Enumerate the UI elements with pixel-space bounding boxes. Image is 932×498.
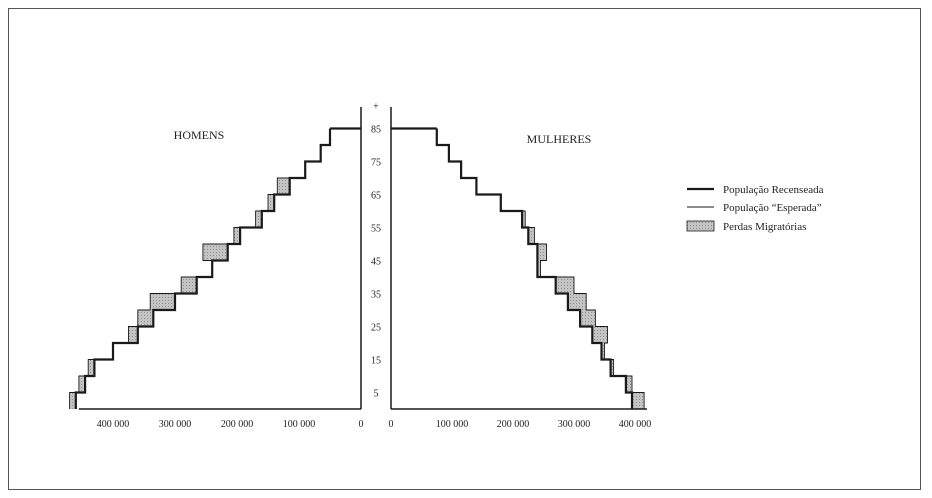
- age-tick-labels: 5 15 25 35 45 55 65 75 85 +: [371, 101, 381, 399]
- x-tick-labels: 400 000 300 000 200 000 100 000 0 0 100 000 200…: [97, 419, 652, 430]
- age-tick-75: 75: [371, 158, 381, 169]
- x-tick-left-4: 0: [359, 419, 364, 430]
- x-tick-right-2: 200 000: [497, 419, 530, 430]
- women-loss-0: [632, 392, 645, 409]
- men-loss-0: [69, 392, 76, 409]
- women-loss-55: [522, 211, 526, 228]
- legend-label-recenseada: População Recenseada: [723, 184, 824, 196]
- legend: População Recenseada População “Esperada…: [686, 184, 824, 233]
- men-title: HOMENS: [174, 128, 225, 142]
- age-tick-5: 5: [374, 389, 379, 400]
- men-loss-10: [88, 359, 95, 376]
- chart-frame: 5 15 25 35 45 55 65 75 85 + 400 000 300 000 200 000…: [8, 8, 921, 490]
- men-loss-65: [277, 178, 290, 195]
- women-loss-20: [592, 326, 608, 343]
- women-loss-35: [555, 277, 574, 294]
- men-loss-25: [137, 310, 154, 327]
- men-loss-55: [255, 211, 262, 228]
- age-tick-55: 55: [371, 224, 381, 235]
- women-loss-5: [625, 376, 632, 393]
- x-tick-right-1: 100 000: [436, 419, 469, 430]
- age-tick-25: 25: [371, 323, 381, 334]
- legend-label-esperada: População “Esperada”: [723, 202, 822, 214]
- men-loss-50: [233, 227, 241, 244]
- population-lines: [69, 127, 645, 409]
- x-tick-right-4: 400 000: [619, 419, 652, 430]
- men-loss-60: [268, 194, 275, 211]
- legend-swatch-perdas: [686, 220, 715, 232]
- axes: [79, 107, 647, 410]
- women-title: MULHERES: [527, 132, 592, 146]
- women-loss-40: [537, 260, 541, 277]
- age-tick-15: 15: [371, 356, 381, 367]
- age-tick-plus: +: [373, 101, 379, 112]
- women-loss-50: [528, 227, 535, 244]
- men-loss-35: [181, 277, 197, 294]
- men-loss-45: [202, 244, 228, 261]
- men-recenseada-line: [74, 128, 332, 409]
- men-loss-5: [78, 376, 86, 393]
- legend-label-perdas: Perdas Migratórias: [723, 221, 806, 233]
- men-esperada-line: [69, 128, 331, 409]
- x-tick-left-1: 300 000: [159, 419, 192, 430]
- women-recenseada-line: [435, 128, 634, 409]
- women-loss-45: [537, 244, 547, 261]
- pyramid-chart: 5 15 25 35 45 55 65 75 85 + 400 000 300 000 200 000…: [69, 101, 824, 430]
- x-tick-left-2: 200 000: [221, 419, 254, 430]
- x-tick-right-3: 300 000: [558, 419, 591, 430]
- x-tick-left-0: 400 000: [97, 419, 130, 430]
- x-tick-left-3: 100 000: [283, 419, 316, 430]
- men-loss-30: [150, 293, 175, 310]
- women-loss-15: [601, 343, 605, 360]
- women-loss-30: [567, 293, 587, 310]
- age-tick-35: 35: [371, 290, 381, 301]
- age-tick-45: 45: [371, 257, 381, 268]
- men-loss-20: [128, 326, 138, 343]
- migration-loss-areas: [69, 178, 645, 409]
- x-tick-right-0: 0: [389, 419, 394, 430]
- women-loss-25: [580, 310, 596, 327]
- women-loss-10: [610, 359, 614, 376]
- age-tick-65: 65: [371, 191, 381, 202]
- age-tick-85: 85: [371, 125, 381, 136]
